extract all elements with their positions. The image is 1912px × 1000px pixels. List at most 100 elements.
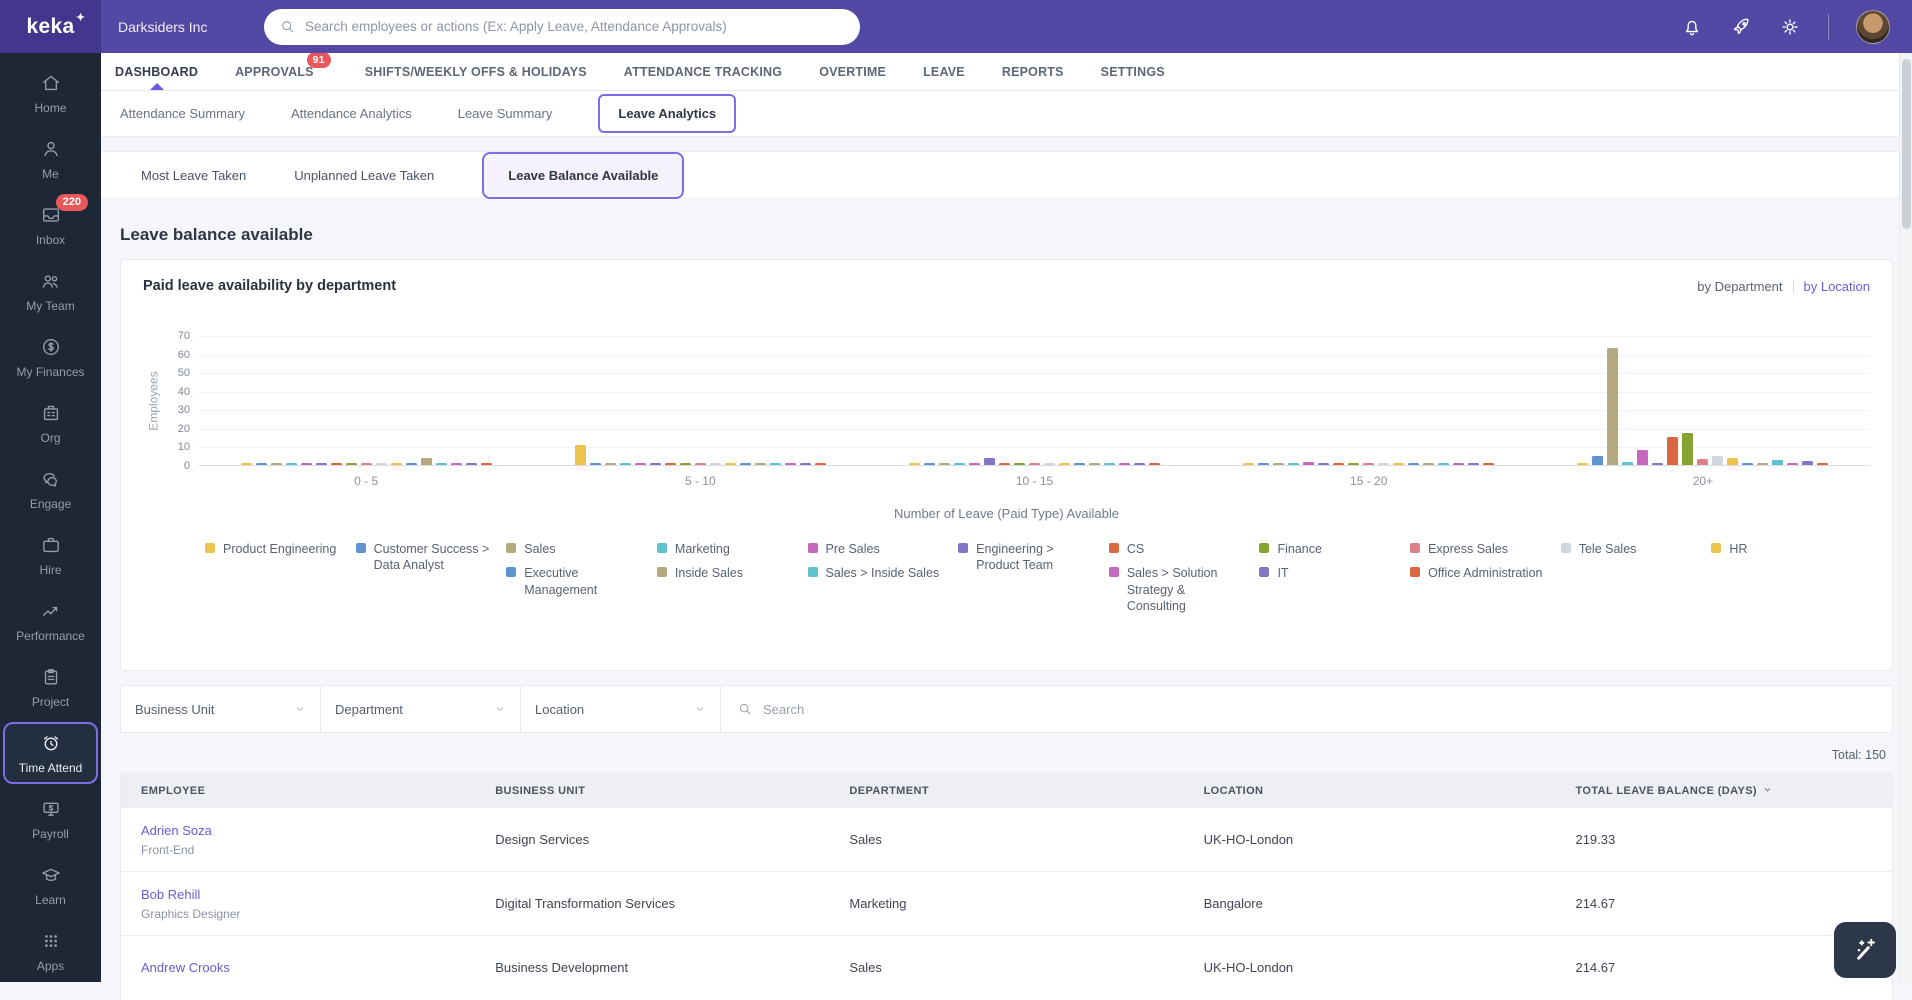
sort-icon[interactable] — [1762, 784, 1773, 795]
bar[interactable] — [590, 463, 601, 465]
bar[interactable] — [909, 463, 920, 465]
legend-item[interactable]: IT — [1259, 565, 1394, 581]
bar[interactable] — [1288, 463, 1299, 465]
bar[interactable] — [1303, 462, 1314, 465]
employee-name-link[interactable]: Adrien Soza — [141, 823, 475, 838]
nav-tab-leave[interactable]: LEAVE — [923, 53, 965, 90]
bar[interactable] — [1378, 463, 1389, 465]
bar[interactable] — [1438, 463, 1449, 465]
bar[interactable] — [1149, 463, 1160, 465]
bar[interactable] — [620, 463, 631, 465]
subtab-attendance-summary[interactable]: Attendance Summary — [120, 106, 245, 121]
bar[interactable] — [1453, 463, 1464, 465]
bar[interactable] — [1712, 456, 1723, 465]
bar[interactable] — [1757, 463, 1768, 465]
legend-item[interactable]: Executive Management — [506, 565, 641, 598]
bar[interactable] — [1483, 463, 1494, 465]
bar[interactable] — [665, 463, 676, 465]
pill-leave-balance-available[interactable]: Leave Balance Available — [482, 152, 684, 199]
sidebar-item-time-attend[interactable]: Time Attend — [3, 722, 98, 784]
keka-logo[interactable]: keka✦ — [0, 0, 101, 53]
bar[interactable] — [650, 463, 661, 465]
legend-item[interactable]: Product Engineering — [205, 541, 340, 557]
bar[interactable] — [1333, 463, 1344, 465]
legend-item[interactable]: HR — [1711, 541, 1846, 557]
bar[interactable] — [316, 463, 327, 465]
bar[interactable] — [1637, 450, 1648, 465]
bar[interactable] — [800, 463, 811, 465]
sidebar-item-payroll[interactable]: Payroll — [0, 786, 101, 852]
bar[interactable] — [1607, 348, 1618, 465]
legend-item[interactable]: Finance — [1259, 541, 1394, 557]
sidebar-item-apps[interactable]: Apps — [0, 918, 101, 984]
toggle-by-department[interactable]: by Department — [1697, 279, 1782, 294]
nav-tab-dashboard[interactable]: DASHBOARD — [115, 53, 198, 90]
filter-department[interactable]: Department — [321, 686, 521, 732]
subtab-leave-summary[interactable]: Leave Summary — [458, 106, 553, 121]
bar[interactable] — [969, 463, 980, 465]
bar[interactable] — [770, 463, 781, 465]
gear-icon[interactable] — [1779, 16, 1801, 38]
sidebar-item-me[interactable]: Me — [0, 126, 101, 192]
bar[interactable] — [695, 463, 706, 465]
legend-item[interactable]: Marketing — [657, 541, 792, 557]
legend-item[interactable]: Sales — [506, 541, 641, 557]
bar[interactable] — [1423, 463, 1434, 465]
sidebar-item-org[interactable]: Org — [0, 390, 101, 456]
sidebar-item-my-team[interactable]: My Team — [0, 258, 101, 324]
rocket-icon[interactable] — [1730, 16, 1752, 38]
bar[interactable] — [376, 463, 387, 465]
bar[interactable] — [1787, 463, 1798, 465]
nav-tab-settings[interactable]: SETTINGS — [1101, 53, 1165, 90]
legend-item[interactable]: Tele Sales — [1561, 541, 1696, 557]
bar[interactable] — [1134, 463, 1145, 465]
bar[interactable] — [1802, 461, 1813, 465]
sidebar-item-engage[interactable]: Engage — [0, 456, 101, 522]
bar[interactable] — [605, 463, 616, 465]
legend-item[interactable]: CS — [1109, 541, 1244, 557]
bar[interactable] — [466, 463, 477, 465]
toggle-by-location[interactable]: by Location — [1804, 279, 1871, 294]
scrollbar-thumb[interactable] — [1902, 59, 1911, 229]
bar[interactable] — [939, 463, 950, 465]
bar[interactable] — [1697, 459, 1708, 465]
sidebar-item-my-finances[interactable]: My Finances — [0, 324, 101, 390]
bar[interactable] — [575, 445, 586, 465]
legend-item[interactable]: Pre Sales — [808, 541, 943, 557]
bar[interactable] — [725, 463, 736, 465]
bar[interactable] — [1667, 437, 1678, 465]
bar[interactable] — [680, 463, 691, 465]
bar[interactable] — [635, 463, 646, 465]
bar[interactable] — [1577, 463, 1588, 465]
legend-item[interactable]: Express Sales — [1410, 541, 1545, 557]
bar[interactable] — [740, 463, 751, 465]
bar[interactable] — [1044, 463, 1055, 465]
bar[interactable] — [436, 463, 447, 465]
bar[interactable] — [1363, 463, 1374, 465]
bar[interactable] — [256, 463, 267, 465]
bar[interactable] — [1682, 433, 1693, 465]
legend-item[interactable]: Inside Sales — [657, 565, 792, 581]
scrollbar[interactable] — [1899, 53, 1912, 982]
bar[interactable] — [785, 463, 796, 465]
bar[interactable] — [1029, 463, 1040, 465]
bar[interactable] — [1243, 463, 1254, 465]
sidebar-item-project[interactable]: Project — [0, 654, 101, 720]
employee-name-link[interactable]: Bob Rehill — [141, 887, 475, 902]
bar[interactable] — [1817, 463, 1828, 465]
bar[interactable] — [361, 463, 372, 465]
bar[interactable] — [346, 463, 357, 465]
bar[interactable] — [331, 463, 342, 465]
bar[interactable] — [1652, 463, 1663, 465]
bar[interactable] — [1089, 463, 1100, 465]
bar[interactable] — [815, 463, 826, 465]
bar[interactable] — [1014, 463, 1025, 465]
bar[interactable] — [1273, 463, 1284, 465]
legend-item[interactable]: Sales > Inside Sales — [808, 565, 943, 581]
bar[interactable] — [1258, 463, 1269, 465]
bar[interactable] — [421, 458, 432, 465]
global-search[interactable] — [264, 9, 860, 45]
bar[interactable] — [286, 463, 297, 465]
magic-wand-button[interactable] — [1834, 922, 1896, 978]
